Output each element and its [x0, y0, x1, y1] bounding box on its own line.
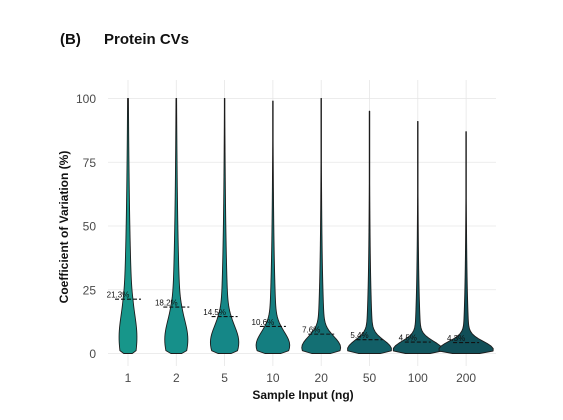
chart-title: Protein CVs [104, 31, 189, 48]
median-label: 21.3% [107, 291, 130, 300]
violins [118, 98, 494, 354]
violin-1 [118, 98, 138, 354]
x-axis-title: Sample Input (ng) [252, 388, 353, 402]
x-tick-label: 100 [408, 371, 428, 385]
x-tick-label: 2 [173, 371, 180, 385]
violin-50 [347, 110, 392, 354]
gridlines [108, 80, 496, 366]
y-axis-ticks: 0 25 50 75 100 [76, 92, 96, 361]
violin-2 [164, 98, 189, 354]
x-tick-label: 1 [125, 371, 132, 385]
violin-20 [301, 98, 342, 354]
violin-10 [255, 100, 291, 354]
y-tick-label: 25 [83, 283, 97, 297]
median-markers: 21.3% 18.2% 14.5% 10.6% 7.6% 5.4% 4.5% 4.3% [107, 291, 480, 344]
x-axis-ticks: 1 2 5 10 20 50 100 200 [125, 371, 477, 385]
violin-5 [209, 98, 240, 354]
violin-100 [392, 121, 443, 354]
violin-200 [438, 131, 494, 354]
median-label: 4.5% [399, 334, 417, 343]
y-axis-title: Coefficient of Variation (%) [57, 151, 71, 304]
x-tick-label: 20 [315, 371, 329, 385]
x-tick-label: 50 [363, 371, 377, 385]
x-tick-label: 200 [456, 371, 476, 385]
median-label: 5.4% [350, 331, 368, 340]
y-tick-label: 75 [83, 156, 97, 170]
median-label: 14.5% [203, 308, 226, 317]
x-tick-label: 5 [221, 371, 228, 385]
y-tick-label: 100 [76, 92, 96, 106]
y-tick-label: 0 [89, 347, 96, 361]
panel-label: (B) [60, 31, 81, 48]
median-label: 10.6% [252, 318, 275, 327]
median-label: 7.6% [302, 326, 320, 335]
y-tick-label: 50 [83, 220, 97, 234]
median-label: 18.2% [155, 299, 178, 308]
x-tick-label: 10 [266, 371, 280, 385]
median-label: 4.3% [447, 334, 465, 343]
